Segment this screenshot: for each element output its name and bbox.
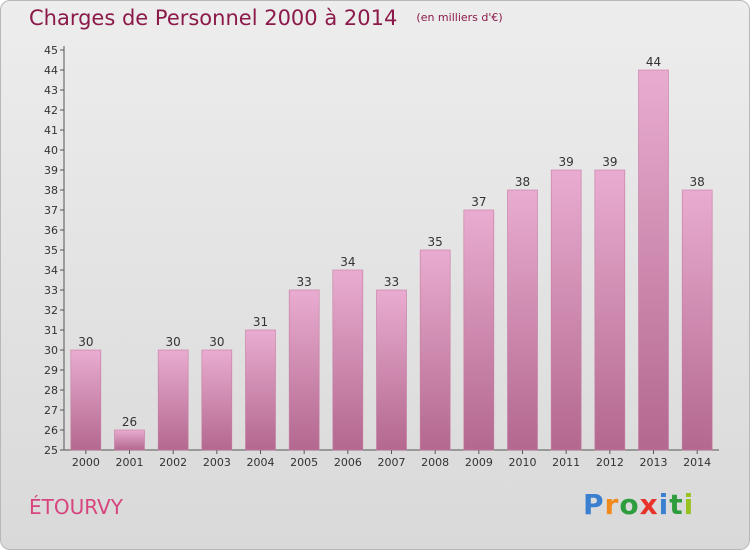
bar: [245, 329, 276, 451]
y-tick-label: 43: [44, 84, 58, 97]
x-tick-label: 2014: [683, 456, 711, 469]
title-row: Charges de Personnel 2000 à 2014 (en mil…: [29, 6, 503, 30]
bar: [332, 269, 364, 451]
brand-letter: i: [683, 488, 695, 521]
bar-value-label: 35: [428, 235, 443, 249]
x-tick-label: 2011: [552, 456, 580, 469]
bar: [681, 189, 713, 451]
y-tick-label: 29: [44, 364, 58, 377]
axes: 25 26 27 28 29 30 31 32 33 34 35 36 37 38 39 40 41 42 43 44…: [44, 44, 719, 457]
bar-value-label: 30: [166, 335, 181, 349]
x-tick-label: 2005: [290, 456, 318, 469]
y-tick-label: 33: [44, 284, 58, 297]
y-tick-label: 42: [44, 104, 58, 117]
bar-value-label: 38: [515, 175, 530, 189]
bar: [463, 209, 495, 451]
y-tick-label: 30: [44, 344, 58, 357]
y-tick-label: 32: [44, 304, 58, 317]
bar-value-label: 34: [340, 255, 355, 269]
brand-letter: o: [619, 488, 640, 521]
bar: [507, 189, 538, 451]
y-tick-label: 25: [44, 444, 58, 457]
bar: [201, 349, 233, 451]
y-tick-label: 40: [44, 144, 58, 157]
labels: 30 2000 26 2001 30 2002 30 2003 31 2004 33 2005 34 20…: [72, 55, 711, 469]
chart-title: Charges de Personnel 2000 à 2014: [29, 6, 398, 30]
x-tick-label: 2006: [334, 456, 362, 469]
y-tick-label: 31: [44, 324, 58, 337]
brand-letter: P: [583, 488, 605, 521]
bar-value-label: 39: [602, 155, 617, 169]
y-tick-label: 28: [44, 384, 58, 397]
bar-value-label: 37: [471, 195, 486, 209]
y-tick-label: 44: [44, 64, 58, 77]
x-tick-label: 2001: [116, 456, 144, 469]
bar: [638, 69, 669, 451]
bar-value-label: 33: [384, 275, 399, 289]
bar-value-label: 38: [690, 175, 705, 189]
x-tick-label: 2000: [72, 456, 100, 469]
y-tick-label: 38: [44, 184, 58, 197]
brand-letter: r: [604, 488, 620, 521]
x-tick-label: 2013: [640, 456, 668, 469]
y-tick-label: 36: [44, 224, 58, 237]
bar: [157, 349, 189, 451]
y-tick-label: 39: [44, 164, 58, 177]
bar: [594, 169, 626, 451]
bar-value-label: 26: [122, 415, 137, 429]
y-tick-label: 45: [44, 44, 58, 57]
bar-value-label: 33: [297, 275, 312, 289]
bar-value-label: 30: [209, 335, 224, 349]
x-tick-label: 2008: [421, 456, 449, 469]
x-tick-label: 2010: [509, 456, 537, 469]
x-tick-label: 2009: [465, 456, 493, 469]
y-tick-label: 41: [44, 124, 58, 137]
y-tick-label: 35: [44, 244, 58, 257]
bar: [114, 429, 145, 451]
x-tick-label: 2003: [203, 456, 231, 469]
bar: [419, 249, 451, 451]
brand-letter: t: [669, 488, 684, 521]
bar: [550, 169, 582, 451]
bar: [376, 289, 407, 451]
bar-value-label: 30: [78, 335, 93, 349]
y-tick-label: 37: [44, 204, 58, 217]
brand-letter: i: [658, 488, 670, 521]
chart-subtitle: (en milliers d'€): [416, 11, 503, 24]
bar-value-label: 39: [559, 155, 574, 169]
bar: [288, 289, 320, 451]
x-tick-label: 2012: [596, 456, 624, 469]
bar-value-label: 44: [646, 55, 661, 69]
bar-value-label: 31: [253, 315, 268, 329]
x-tick-label: 2004: [247, 456, 275, 469]
brand-logo: Proxiti: [583, 488, 694, 521]
x-tick-label: 2007: [378, 456, 406, 469]
x-tick-label: 2002: [159, 456, 187, 469]
bar: [70, 349, 102, 451]
brand-letter: x: [639, 488, 659, 521]
bars: [70, 69, 713, 451]
y-tick-label: 27: [44, 404, 58, 417]
y-tick-label: 26: [44, 424, 58, 437]
commune-name: ÉTOURVY: [29, 495, 123, 519]
y-tick-label: 34: [44, 264, 58, 277]
